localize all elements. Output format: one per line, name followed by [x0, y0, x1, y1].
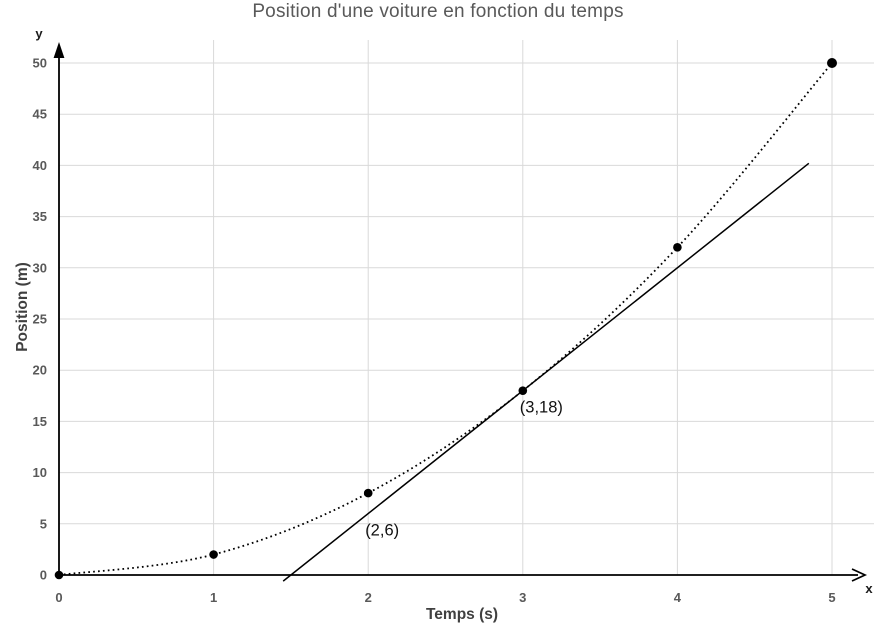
gridlines-group	[59, 40, 874, 575]
tangent-line	[282, 162, 810, 582]
chart-title: Position d'une voiture en fonction du te…	[252, 1, 624, 22]
data-point-marker	[827, 58, 837, 68]
y-tick-label: 30	[33, 260, 47, 275]
point-annotation: (2,6)	[365, 522, 399, 540]
y-tick-label: 10	[33, 465, 47, 480]
y-tick-label: 15	[33, 414, 47, 429]
data-point-marker	[673, 243, 682, 252]
x-tick-label: 5	[828, 590, 835, 605]
x-tick-label: 3	[519, 590, 526, 605]
data-point-marker	[518, 386, 528, 395]
y-tick-label: 25	[33, 312, 47, 327]
point-annotation: (3,18)	[520, 399, 563, 417]
x-tick-label: 4	[674, 590, 682, 605]
x-axis-label: Temps (s)	[426, 606, 498, 623]
y-tick-label: 20	[33, 363, 47, 378]
x-tick-label: 0	[55, 590, 62, 605]
axes-group	[53, 42, 868, 582]
x-axis-letter: x	[865, 581, 873, 596]
y-axis-arrow	[53, 42, 65, 58]
data-point-marker	[209, 550, 218, 559]
annotations-group: (2,6) (3,18)	[365, 399, 563, 540]
y-tick-label: 0	[40, 568, 47, 583]
position-curve	[58, 62, 833, 576]
x-axis-arrow	[851, 568, 868, 582]
y-tick-label: 35	[33, 209, 47, 224]
y-axis-label: Position (m)	[14, 262, 31, 352]
y-axis-letter: y	[35, 26, 43, 41]
x-tick-label: 2	[365, 590, 372, 605]
y-tick-label: 45	[33, 107, 47, 122]
y-tick-label: 40	[33, 158, 47, 173]
data-point-marker	[363, 488, 373, 498]
y-tick-label: 50	[33, 56, 47, 71]
x-tick-label: 1	[210, 590, 217, 605]
series-group	[58, 62, 833, 582]
markers-group	[54, 58, 837, 580]
y-tick-label: 5	[40, 516, 47, 531]
data-point-marker	[54, 570, 64, 580]
